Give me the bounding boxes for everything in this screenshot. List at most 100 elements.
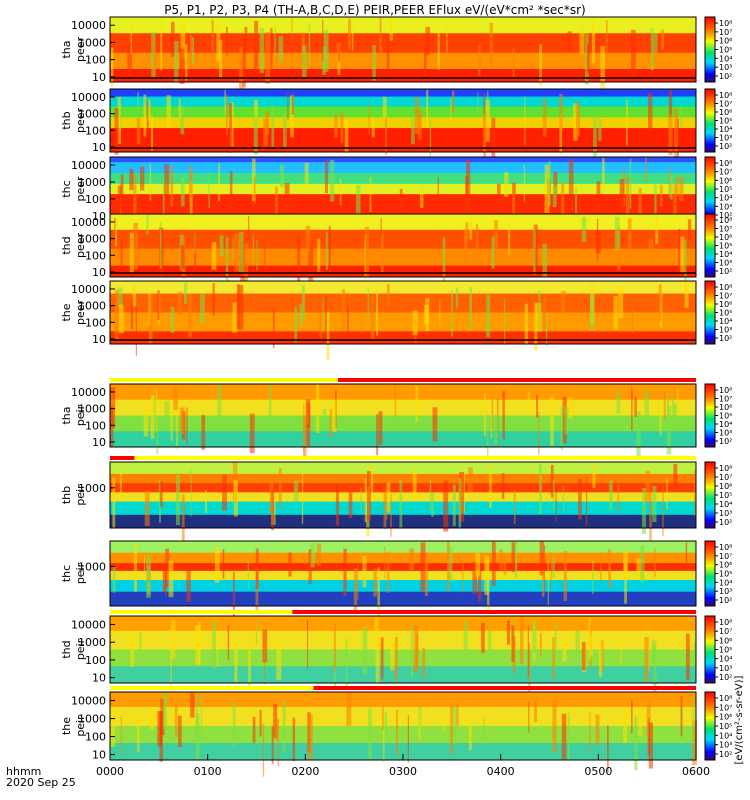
y-tick-label: 1000 — [78, 560, 106, 573]
spectrogram-streak — [442, 237, 446, 287]
spectrogram-streak — [236, 284, 240, 330]
spectrogram-streak — [279, 164, 285, 188]
spectrogram-streak — [545, 312, 548, 347]
spectrogram-streak — [111, 47, 114, 87]
spectrogram-band — [110, 591, 696, 607]
spectrogram-streak — [387, 551, 390, 593]
spectrogram-streak — [463, 620, 468, 652]
spectrogram-streak — [305, 225, 311, 253]
spectrogram-streak — [291, 18, 293, 39]
colorbar-tick-label: 10² — [719, 437, 732, 446]
spectrogram-streak — [340, 112, 344, 144]
spectrogram-streak — [248, 216, 250, 240]
spectrogram-streak — [253, 113, 258, 155]
spectrogram-streak — [499, 549, 503, 570]
y-tick-label: 1000 — [78, 482, 106, 495]
spectrogram-band — [110, 552, 696, 564]
y-tick-label: 100 — [85, 731, 106, 744]
spectrogram-streak — [547, 561, 549, 606]
spectrogram-streak — [364, 226, 370, 277]
spectrogram-streak — [567, 712, 570, 760]
spectrogram-streak — [306, 404, 309, 425]
spectrogram-band — [110, 726, 696, 744]
spectrogram-band — [110, 281, 696, 295]
panel-frame — [109, 383, 697, 448]
spectrogram-band — [110, 514, 696, 529]
colorbar-tick-label: 10³ — [719, 664, 732, 673]
colorbar-tick-label: 10² — [719, 596, 732, 605]
spectrogram-streak — [586, 476, 588, 526]
spectrogram-streak — [412, 310, 418, 336]
spectrogram-streak — [219, 40, 223, 80]
colorbar-tick-label: 10⁸ — [719, 543, 732, 552]
spectrogram-streak — [368, 708, 372, 759]
spectrogram-streak — [593, 118, 597, 168]
spectrogram-streak — [693, 641, 696, 663]
spectrogram-streak — [555, 485, 557, 522]
spectrogram-streak — [283, 113, 287, 149]
colorbar-tick-label: 10³ — [719, 63, 732, 72]
colorbar-tick-label: 10⁸ — [719, 464, 732, 473]
spectrogram-band — [110, 415, 696, 432]
colorbar-tick-label: 10⁶ — [719, 403, 732, 412]
colorbar-tick-label: 10⁸ — [719, 618, 732, 627]
spectrogram-streak — [483, 92, 485, 113]
spectrogram-band — [110, 649, 696, 667]
spectrogram-streak — [465, 175, 469, 224]
spectrogram-streak — [685, 542, 688, 565]
spectrogram-streak — [618, 285, 624, 319]
spectrogram-streak — [364, 477, 367, 523]
spectrogram-streak — [466, 160, 471, 209]
spectrogram-streak — [631, 29, 636, 79]
spectrogram-streak — [559, 93, 563, 131]
spectrogram-streak — [489, 465, 492, 509]
spectrogram-streak — [598, 119, 602, 141]
colorbar-tick-label: 10⁸ — [719, 216, 732, 225]
colorbar-tick-label: 10⁸ — [719, 694, 732, 703]
spectrogram-streak — [159, 222, 162, 269]
colorbar — [704, 88, 716, 153]
spectrogram-streak — [552, 637, 555, 679]
spectrogram-band — [110, 248, 696, 267]
spectrogram-streak — [462, 556, 464, 593]
colorbar-tick-label: 10⁴ — [719, 54, 732, 63]
spectrogram-streak — [278, 36, 284, 63]
spectrogram-streak — [424, 552, 429, 597]
spectrogram-streak — [485, 99, 490, 142]
spectrogram-streak — [389, 18, 393, 41]
spectrogram-streak — [362, 626, 368, 675]
spectrogram-streak — [489, 22, 494, 68]
spectrogram-streak — [648, 238, 654, 262]
spectrogram-streak — [550, 464, 554, 498]
spectrogram-streak — [389, 638, 395, 671]
y-tick-label: 1000 — [78, 713, 106, 726]
spectrogram-streak — [491, 397, 494, 429]
spectrogram-streak — [180, 177, 185, 207]
spectrogram-streak — [310, 543, 315, 568]
spectrogram-streak — [368, 102, 370, 135]
spectrogram-streak — [360, 488, 362, 514]
colorbar-tick-label: 10⁴ — [719, 500, 732, 509]
spectrogram-streak — [636, 411, 641, 459]
spectrogram-streak — [114, 108, 119, 155]
spectrogram-streak — [679, 176, 684, 202]
colorbar-tick-label: 10⁷ — [719, 225, 732, 234]
spectrogram-streak — [512, 183, 515, 215]
spectrogram-streak — [255, 617, 258, 646]
spectrogram-streak — [468, 725, 472, 750]
colorbar-tick-label: 10⁸ — [719, 159, 732, 168]
spectrogram-streak — [539, 633, 542, 657]
spectrogram-streak — [383, 717, 385, 763]
colorbar-tick-label: 10⁷ — [719, 627, 732, 636]
spectrogram-streak — [270, 28, 273, 69]
spectrogram-streak — [216, 22, 221, 62]
colorbar-tick-label: 10⁷ — [719, 100, 732, 109]
spectrogram-streak — [424, 304, 430, 325]
spectrogram-streak — [247, 561, 250, 590]
spectrogram-streak — [533, 224, 538, 267]
spectrogram-streak — [477, 44, 481, 76]
spectrogram-streak — [494, 414, 499, 445]
spectrogram-streak — [371, 117, 375, 138]
spectrogram-streak — [382, 96, 387, 118]
